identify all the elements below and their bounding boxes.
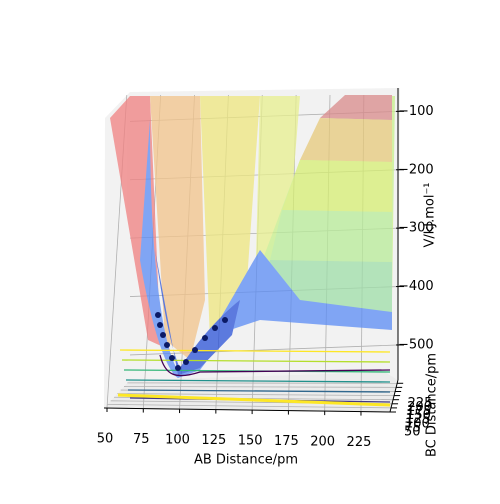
x-tick-label: 175 <box>274 434 299 449</box>
y-axis-label: BC Distance/pm <box>425 353 440 457</box>
z-axis-label: V/kJ.mol⁻¹ <box>423 182 438 247</box>
z-tick-label: −500 <box>398 337 434 352</box>
x-tick-label: 125 <box>201 433 226 448</box>
x-tick-label: 75 <box>133 432 150 447</box>
z-tick-label: −100 <box>398 104 434 119</box>
x-tick-label: 100 <box>165 433 190 448</box>
x-tick-label: 50 <box>97 432 114 447</box>
x-tick-label: 150 <box>238 434 263 449</box>
z-tick-label: −400 <box>398 279 434 294</box>
x-tick-label: 200 <box>310 435 335 450</box>
z-tick-label: −200 <box>398 162 434 177</box>
x-axis-label: AB Distance/pm <box>194 453 298 468</box>
x-tick-label: 225 <box>347 435 372 450</box>
